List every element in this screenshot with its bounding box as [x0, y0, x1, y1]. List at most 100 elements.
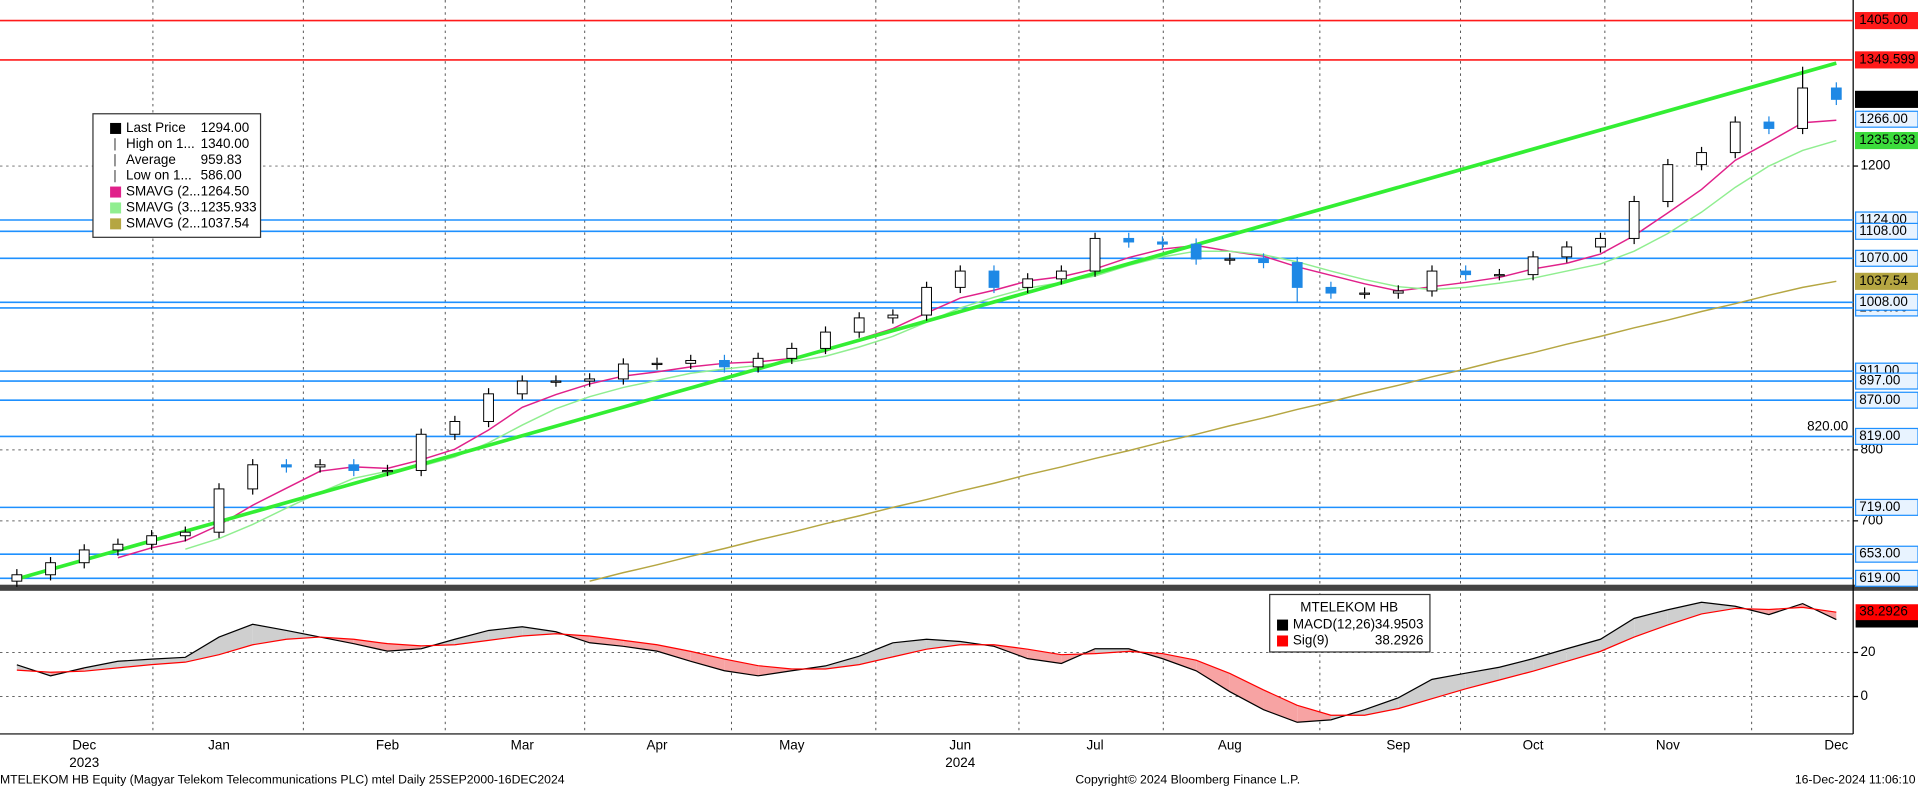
moving-average-line [117, 119, 1837, 559]
level-label-box [1855, 51, 1918, 69]
legend-value: 1294.00 [201, 120, 250, 135]
candle-body [415, 433, 427, 471]
level-label-box [1855, 12, 1918, 30]
level-label-box [1855, 249, 1918, 267]
legend-name: SMAVG (2... [126, 215, 200, 230]
candle-body [1022, 278, 1034, 288]
level-label: 1266.00 [1859, 111, 1908, 126]
legend-name: Low on 1... [126, 168, 192, 183]
candle-body [853, 317, 865, 333]
x-year-label: 2024 [945, 755, 975, 770]
level-label: 1405.00 [1859, 12, 1908, 27]
candle-body [247, 464, 259, 490]
candle-body [1123, 237, 1135, 243]
candle-body [1392, 290, 1404, 294]
macd-fill [825, 656, 860, 669]
x-tick-label: Jun [949, 738, 971, 753]
legend-box [1269, 593, 1431, 653]
y-tick-label: 800 [1861, 441, 1883, 456]
macd-fill [1297, 705, 1331, 723]
candle-body [146, 535, 158, 545]
legend-value: 1037.54 [201, 215, 250, 230]
candle-body [314, 464, 326, 468]
level-label: 1037.54 [1859, 273, 1908, 288]
candle-body [449, 421, 461, 435]
level-label: 619.00 [1859, 570, 1900, 585]
x-tick-label: Jan [208, 738, 230, 753]
legend-value: 1340.00 [201, 136, 250, 151]
candle-body [112, 543, 124, 551]
moving-average-line [589, 280, 1837, 582]
candle-body [45, 562, 56, 576]
legend-box [92, 113, 262, 238]
legend-name: Average [126, 152, 176, 167]
level-label: 1108.00 [1859, 223, 1907, 238]
macd-fill [1499, 658, 1534, 680]
macd-fill [1364, 697, 1399, 716]
macd-fill [522, 626, 556, 636]
macd-fill [657, 644, 691, 662]
candle-body [719, 359, 730, 368]
macd-fill [1196, 660, 1230, 692]
candle-body [651, 362, 663, 366]
candle-body [483, 393, 494, 422]
level-label-box [1855, 272, 1918, 290]
candle-body [685, 359, 697, 364]
level-label: 719.00 [1859, 499, 1900, 514]
legend-swatch [110, 202, 122, 214]
level-label-box [1855, 110, 1918, 128]
level-label: 1070.00 [1859, 250, 1908, 265]
footer-left: MTELEKOM HB Equity (Magyar Telekom Telec… [0, 773, 565, 787]
macd-fill [589, 635, 624, 647]
macd-fill [1162, 653, 1197, 671]
macd-fill [1229, 673, 1264, 710]
candle-body [1055, 270, 1067, 280]
level-label-box [1855, 131, 1918, 150]
macd-fill [690, 651, 725, 671]
level-annotation: 820.00 [1807, 419, 1848, 434]
level-label-box [1855, 498, 1918, 516]
x-tick-label: Sep [1386, 738, 1410, 753]
panel-separator [0, 584, 1918, 591]
candle-body [1830, 87, 1842, 100]
macd-fill [1027, 649, 1062, 664]
candle-body [1527, 256, 1539, 276]
x-tick-label: Dec [72, 738, 96, 753]
legend-value: 586.00 [201, 168, 242, 183]
macd-fill [1398, 679, 1432, 709]
macd-line [16, 606, 1837, 716]
candle-body [1763, 121, 1775, 129]
y-tick-label: 20 [1861, 644, 1876, 659]
candle-body [348, 464, 360, 471]
x-tick-label: May [779, 738, 805, 753]
macd-fill [353, 639, 388, 652]
x-tick-label: Aug [1218, 738, 1242, 753]
level-label-box [1855, 569, 1918, 587]
y-tick-label: 1200 [1861, 158, 1891, 173]
macd-fill [1701, 602, 1736, 614]
candle-body [1157, 241, 1168, 245]
level-label-box [1855, 90, 1918, 108]
legend-name: Last Price [126, 120, 186, 135]
level-label: 1008.00 [1859, 294, 1908, 309]
legend-name: Sig(9) [1293, 633, 1329, 648]
legend-value: 34.9503 [1375, 617, 1424, 632]
candle-body [1696, 152, 1707, 166]
macd-fill [1465, 667, 1500, 689]
candle-body [179, 531, 191, 537]
candle-body [1224, 258, 1236, 261]
x-year-label: 2023 [69, 755, 99, 770]
legend-name: MACD(12,26) [1293, 617, 1375, 632]
last-value-box [1855, 604, 1918, 621]
candle-body [1460, 270, 1472, 276]
footer-right: 16-Dec-2024 11:06:10 [1795, 773, 1916, 787]
macd-fill [623, 640, 658, 652]
macd-fill [1600, 618, 1635, 652]
candle-body [1325, 286, 1337, 294]
macd-fill [1095, 648, 1129, 654]
last-value-label: 38.2926 [1859, 604, 1908, 619]
candle-body [11, 574, 23, 582]
